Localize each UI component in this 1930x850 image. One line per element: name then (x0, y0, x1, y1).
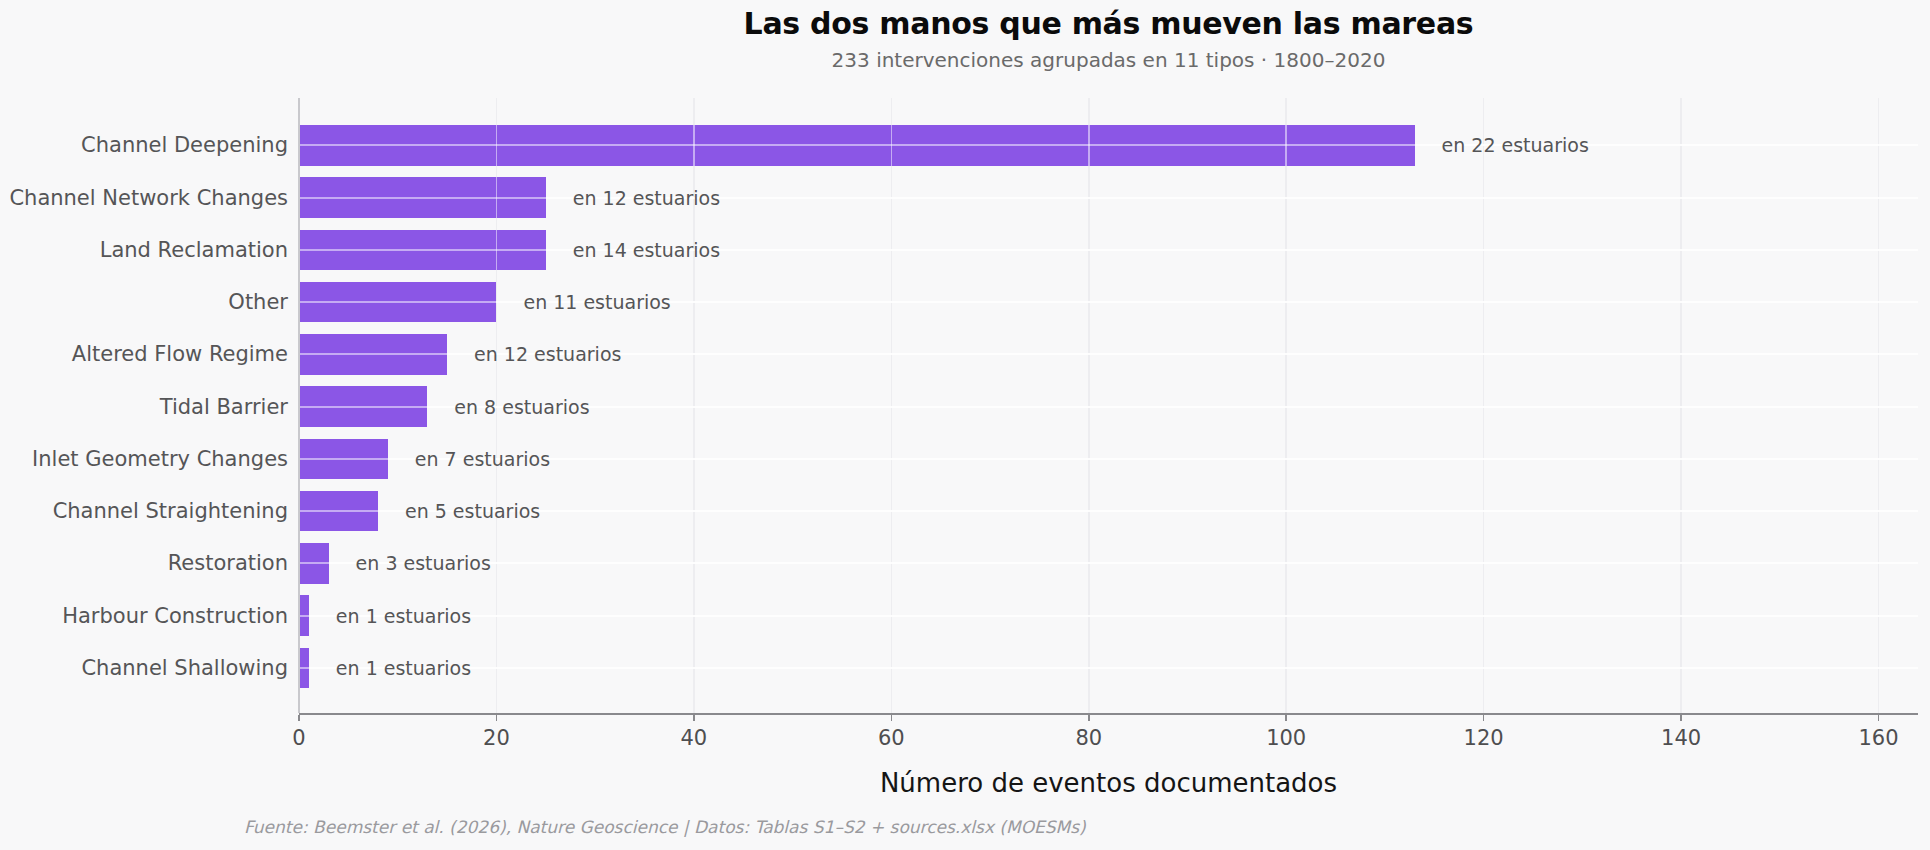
bar-channel-shallowing (299, 648, 309, 689)
bar-annotation: en 14 estuarios (573, 230, 720, 270)
x-tick-label: 40 (654, 726, 734, 750)
x-tick-label: 160 (1839, 726, 1919, 750)
y-tick-label: Restoration (0, 548, 288, 578)
x-tick-mark (891, 715, 893, 721)
gridline-horizontal (299, 562, 1918, 564)
plot-area: en 22 estuarios en 12 estuarios en 14 estu… (299, 98, 1918, 713)
chart-title: Las dos manos que más mueven las mareas (299, 6, 1918, 41)
x-tick-label: 80 (1049, 726, 1129, 750)
bar-gridline-overlay (1088, 125, 1090, 166)
x-tick-mark (1680, 715, 1682, 721)
gridline-horizontal (299, 510, 1918, 512)
x-tick-mark (298, 715, 300, 721)
x-tick-label: 0 (259, 726, 339, 750)
y-axis-line (298, 98, 300, 713)
x-axis-title: Número de eventos documentados (299, 768, 1918, 798)
bar-annotation: en 8 estuarios (454, 387, 589, 427)
bar-gridline-overlay (1285, 125, 1287, 166)
bar-restoration (299, 543, 329, 584)
x-tick-mark (1483, 715, 1485, 721)
x-tick-mark (1285, 715, 1287, 721)
x-tick-mark (496, 715, 498, 721)
y-tick-label: Other (0, 287, 288, 317)
bar-tidal-barrier (299, 386, 427, 427)
bar-land-reclamation (299, 230, 546, 271)
bar-other (299, 282, 496, 323)
bar-gridline-overlay (299, 197, 546, 199)
y-tick-label: Channel Deepening (0, 130, 288, 160)
bar-harbour-construction (299, 595, 309, 636)
y-tick-label: Tidal Barrier (0, 392, 288, 422)
bar-gridline-overlay (299, 510, 378, 512)
figure: Las dos manos que más mueven las mareas … (0, 0, 1930, 850)
bar-gridline-overlay (299, 406, 427, 408)
bar-annotation: en 1 estuarios (336, 648, 471, 688)
x-tick-mark (1878, 715, 1880, 721)
bar-annotation: en 3 estuarios (356, 543, 491, 583)
bar-gridline-overlay (299, 615, 309, 617)
bar-annotation: en 12 estuarios (573, 178, 720, 218)
bar-gridline-overlay (299, 144, 1415, 146)
bar-gridline-overlay (496, 125, 498, 166)
bar-inlet-geometry-changes (299, 439, 388, 480)
footer-note: Fuente: Beemster et al. (2026), Nature G… (244, 817, 1086, 837)
y-tick-label: Inlet Geometry Changes (0, 444, 288, 474)
bar-channel-network-changes (299, 177, 546, 218)
bar-gridline-overlay (299, 667, 309, 669)
bar-gridline-overlay (891, 125, 893, 166)
y-tick-label: Altered Flow Regime (0, 339, 288, 369)
bar-annotation: en 7 estuarios (415, 439, 550, 479)
x-tick-mark (1088, 715, 1090, 721)
x-tick-label: 140 (1641, 726, 1721, 750)
y-tick-label: Channel Straightening (0, 496, 288, 526)
bar-gridline-overlay (299, 458, 388, 460)
x-axis-line (299, 713, 1918, 715)
bar-gridline-overlay (299, 301, 496, 303)
bar-annotation: en 22 estuarios (1442, 125, 1589, 165)
bar-altered-flow-regime (299, 334, 447, 375)
bar-annotation: en 11 estuarios (523, 282, 670, 322)
x-tick-label: 100 (1246, 726, 1326, 750)
bar-gridline-overlay (496, 230, 498, 271)
x-tick-label: 60 (851, 726, 931, 750)
bar-gridline-overlay (299, 249, 546, 251)
bar-annotation: en 1 estuarios (336, 596, 471, 636)
bar-gridline-overlay (299, 562, 329, 564)
gridline-horizontal (299, 615, 1918, 617)
bar-annotation: en 5 estuarios (405, 491, 540, 531)
x-tick-label: 120 (1444, 726, 1524, 750)
bar-gridline-overlay (496, 177, 498, 218)
y-tick-label: Channel Network Changes (0, 183, 288, 213)
bar-annotation: en 12 estuarios (474, 334, 621, 374)
gridline-horizontal (299, 667, 1918, 669)
x-tick-label: 20 (456, 726, 536, 750)
bar-channel-deepening (299, 125, 1415, 166)
x-tick-mark (693, 715, 695, 721)
bar-gridline-overlay (693, 125, 695, 166)
bar-gridline-overlay (299, 353, 447, 355)
y-tick-label: Channel Shallowing (0, 653, 288, 683)
bar-channel-straightening (299, 491, 378, 532)
chart-subtitle: 233 intervenciones agrupadas en 11 tipos… (299, 48, 1918, 72)
y-tick-label: Land Reclamation (0, 235, 288, 265)
y-tick-label: Harbour Construction (0, 601, 288, 631)
